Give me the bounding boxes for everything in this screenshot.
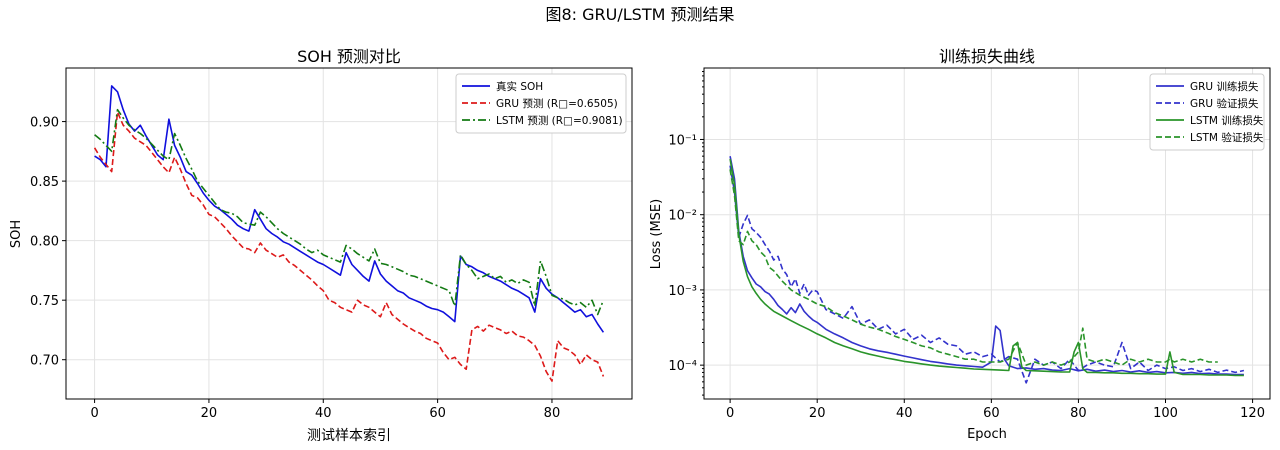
soh-series-line-1 <box>93 111 605 382</box>
loss-y-tick-label: 10⁻¹ <box>668 133 697 148</box>
loss-legend-label: LSTM 训练损失 <box>1190 114 1264 127</box>
soh-y-tick-label: 0.85 <box>30 175 59 190</box>
loss-legend-label: GRU 验证损失 <box>1190 97 1259 110</box>
loss-series-line-1 <box>729 165 1245 384</box>
soh-legend-label: LSTM 预测 (R□=0.9081) <box>496 114 623 127</box>
soh-legend-label: GRU 预测 (R□=0.6505) <box>496 97 618 110</box>
soh-comparison-axes: SOH 预测对比 测试样本索引 SOH 0 20 40 60 80 0.70 0.75 0.8… <box>9 47 633 444</box>
soh-legend: 真实 SOH GRU 预测 (R□=0.6505) LSTM 预测 (R□=0.90… <box>455 73 627 134</box>
loss-x-tick-label: 100 <box>1153 406 1178 421</box>
soh-x-tick-label: 0 <box>90 406 98 421</box>
loss-x-tick-label: 80 <box>1070 406 1087 421</box>
loss-plot-frame <box>703 67 1271 400</box>
soh-y-tick-label: 0.70 <box>30 354 59 369</box>
loss-x-tick-label: 0 <box>726 406 734 421</box>
loss-legend: GRU 训练损失 GRU 验证损失 LSTM 训练损失 LSTM 验证损失 <box>1149 73 1265 151</box>
loss-series-line-0 <box>729 156 1244 376</box>
soh-series-line-2 <box>94 108 605 316</box>
loss-series-group <box>729 156 1245 384</box>
soh-y-tick-label: 0.90 <box>30 116 59 131</box>
loss-legend-label: LSTM 验证损失 <box>1190 131 1264 144</box>
loss-x-tick-label: 20 <box>809 406 826 421</box>
loss-x-axis-label: Epoch <box>967 427 1007 442</box>
soh-chart-title: SOH 预测对比 <box>297 47 401 66</box>
loss-legend-label: GRU 训练损失 <box>1190 80 1259 93</box>
soh-x-tick-label: 60 <box>429 406 446 421</box>
soh-legend-label: 真实 SOH <box>496 80 543 93</box>
loss-x-tick-label: 120 <box>1240 406 1265 421</box>
soh-y-tick-label: 0.80 <box>30 235 59 250</box>
soh-y-tick-label: 0.75 <box>30 294 59 309</box>
loss-series-line-2 <box>729 158 1244 377</box>
soh-legend-frame <box>455 73 627 134</box>
loss-y-tick-label: 10⁻⁴ <box>668 359 697 374</box>
loss-y-axis-label: Loss (MSE) <box>649 199 664 269</box>
soh-x-axis-label: 测试样本索引 <box>307 427 391 444</box>
soh-plot-frame <box>65 67 633 400</box>
loss-y-tick-label: 10⁻³ <box>668 284 697 299</box>
soh-x-tick-label: 40 <box>315 406 332 421</box>
soh-y-axis-label: SOH <box>9 220 24 248</box>
soh-series-line-0 <box>94 85 605 333</box>
loss-ticks: 0 20 40 60 80 100 120 10⁻⁴ 10⁻³ 10⁻² 10⁻¹ <box>668 71 1265 421</box>
figure-suptitle: 图8: GRU/LSTM 预测结果 <box>545 5 734 24</box>
loss-x-tick-label: 60 <box>983 406 1000 421</box>
loss-legend-frame <box>1149 73 1265 151</box>
loss-curve-axes: 训练损失曲线 Epoch Loss (MSE) 0 20 40 60 80 100 120 1… <box>649 47 1271 442</box>
soh-series-group <box>93 85 605 382</box>
soh-x-tick-label: 20 <box>201 406 218 421</box>
soh-ticks: 0 20 40 60 80 0.70 0.75 0.80 0.85 0.90 <box>30 116 560 421</box>
loss-chart-title: 训练损失曲线 <box>939 47 1035 66</box>
loss-y-tick-label: 10⁻² <box>668 209 697 224</box>
loss-series-line-3 <box>729 169 1218 366</box>
soh-x-tick-label: 80 <box>544 406 561 421</box>
loss-x-tick-label: 40 <box>896 406 913 421</box>
